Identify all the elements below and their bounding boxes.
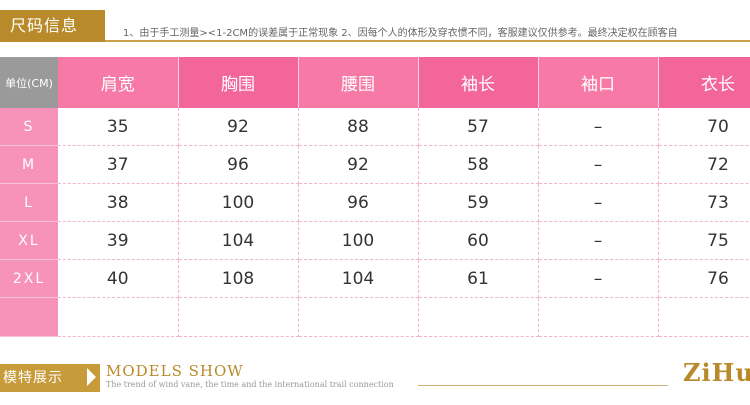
size-info-tab: 尺码信息 [0, 10, 105, 42]
table-cell: – [538, 221, 659, 260]
table-cell: 72 [658, 145, 750, 184]
column-header: 袖长 [418, 57, 539, 108]
models-show-subtitle: The trend of wind vane, the time and the… [106, 380, 394, 389]
table-cell: 61 [418, 259, 539, 298]
table-cell: – [538, 145, 659, 184]
table-cell [538, 297, 659, 337]
size-chart-table: 单位(CM) 肩宽 胸围 腰围 袖长 袖口 衣长 S 35 92 88 57 –… [0, 57, 750, 337]
table-cell: 88 [298, 108, 419, 146]
table-row: L 38 100 96 59 – 73 [0, 183, 750, 222]
table-row: M 37 96 92 58 – 72 [0, 145, 750, 184]
table-cell [58, 297, 179, 337]
table-cell: 38 [58, 183, 179, 222]
column-header: 胸围 [178, 57, 299, 108]
table-cell: – [538, 108, 659, 146]
table-cell: 75 [658, 221, 750, 260]
play-arrow-icon [87, 368, 96, 386]
table-cell [298, 297, 419, 337]
table-cell: 92 [178, 108, 299, 146]
table-row: XL 39 104 100 60 – 75 [0, 221, 750, 260]
measurement-note: 1、由于手工测量><1-2CM的误差属于正常现象 2、因每个人的体形及穿衣惯不同… [123, 28, 678, 39]
table-row: 2XL 40 108 104 61 – 76 [0, 259, 750, 298]
table-cell: 57 [418, 108, 539, 146]
column-header: 衣长 [658, 57, 750, 108]
models-show-title: MODELS SHOW [106, 362, 244, 380]
unit-header: 单位(CM) [0, 57, 58, 108]
models-divider [418, 385, 668, 386]
table-cell: 39 [58, 221, 179, 260]
table-cell: 59 [418, 183, 539, 222]
table-header-row: 单位(CM) 肩宽 胸围 腰围 袖长 袖口 衣长 [0, 57, 750, 108]
table-cell [418, 297, 539, 337]
table-cell: 40 [58, 259, 179, 298]
column-header: 袖口 [538, 57, 659, 108]
table-cell: 35 [58, 108, 179, 146]
size-label: M [0, 145, 58, 184]
size-label: XL [0, 221, 58, 260]
table-cell: 58 [418, 145, 539, 184]
table-cell: 96 [178, 145, 299, 184]
table-cell: 73 [658, 183, 750, 222]
size-label [0, 297, 58, 337]
table-cell: 108 [178, 259, 299, 298]
table-row: S 35 92 88 57 – 70 [0, 108, 750, 146]
size-label: 2XL [0, 259, 58, 298]
column-header: 肩宽 [58, 57, 179, 108]
size-label: L [0, 183, 58, 222]
brand-logo: ZiHu [683, 358, 750, 387]
table-cell: 76 [658, 259, 750, 298]
table-cell: 104 [178, 221, 299, 260]
size-label: S [0, 108, 58, 146]
table-cell: 37 [58, 145, 179, 184]
table-cell: 100 [298, 221, 419, 260]
column-header: 腰围 [298, 57, 419, 108]
table-cell: 92 [298, 145, 419, 184]
table-cell: 96 [298, 183, 419, 222]
table-cell: – [538, 259, 659, 298]
models-show-tab: 模特展示 [0, 364, 100, 392]
table-cell [658, 297, 750, 337]
table-cell: 104 [298, 259, 419, 298]
table-cell: – [538, 183, 659, 222]
table-row [0, 297, 750, 337]
table-cell [178, 297, 299, 337]
table-cell: 60 [418, 221, 539, 260]
table-cell: 100 [178, 183, 299, 222]
table-cell: 70 [658, 108, 750, 146]
header-divider [105, 40, 750, 42]
